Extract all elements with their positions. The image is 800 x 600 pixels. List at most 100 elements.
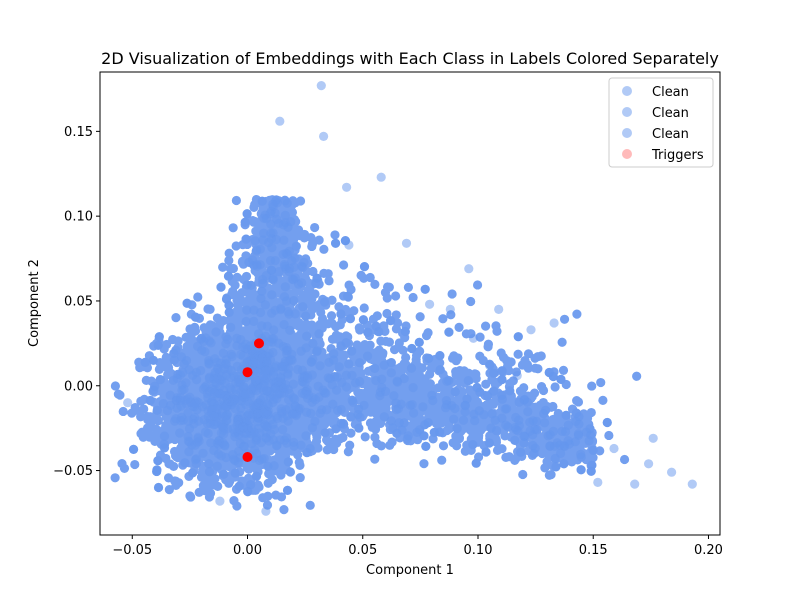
clean-point [445,304,455,314]
clean-point [386,358,396,368]
clean-point [219,364,229,374]
clean-point [225,383,235,393]
clean-point [444,327,454,337]
clean-point [555,440,565,450]
clean-point [297,388,307,398]
clean-point [311,278,321,288]
clean-point [376,172,386,182]
x-tick-label: 0.00 [233,543,262,558]
clean-point [551,462,561,472]
clean-point [648,433,658,443]
clean-point [497,374,507,385]
clean-point [196,334,206,344]
clean-point [290,309,300,319]
clean-point [171,345,181,355]
clean-point [421,441,431,451]
clean-point [472,382,482,393]
clean-point [315,361,325,371]
clean-point [316,81,326,91]
clean-point [158,399,168,409]
clean-point [280,196,290,206]
x-tick-label: −0.05 [112,543,152,558]
clean-point [301,407,312,417]
clean-point [129,444,139,454]
clean-point [570,437,580,447]
x-tick-label: 0.15 [579,543,608,558]
clean-point [379,360,389,370]
clean-point [253,416,263,427]
clean-point [190,312,201,322]
clean-point [379,412,389,422]
clean-point [183,416,193,426]
clean-point [407,400,417,410]
clean-point [177,412,187,422]
clean-point [312,346,322,356]
y-tick-label: 0.00 [64,379,93,394]
clean-point [218,348,228,358]
clean-point [291,410,301,421]
y-tick-label: 0.15 [64,125,93,140]
clean-point [204,467,215,477]
clean-point [275,116,285,126]
clean-point [342,182,352,192]
clean-point [354,404,364,414]
clean-point [188,468,198,478]
clean-point [145,395,155,406]
clean-point [462,394,472,404]
clean-point [468,440,478,450]
y-tick-label: 0.10 [64,210,93,225]
clean-point [241,316,251,327]
clean-point [200,427,211,437]
clean-point [212,461,222,471]
clean-point [511,425,521,435]
clean-point [279,320,289,330]
clean-point [123,398,133,408]
chart-title: 2D Visualization of Embeddings with Each… [101,49,719,68]
clean-point [283,370,293,380]
clean-point [191,459,201,469]
clean-point [244,257,254,267]
clean-point [198,402,208,412]
clean-point [563,436,573,446]
clean-point [328,399,338,409]
clean-point [257,353,267,363]
clean-point [276,303,286,313]
clean-point [180,458,190,468]
clean-point [192,375,202,385]
clean-point [523,407,533,417]
clean-point [250,236,260,246]
x-tick-label: 0.20 [694,543,723,558]
trigger-point [242,452,253,462]
clean-point [484,438,494,448]
clean-point [261,506,271,516]
clean-point [169,355,179,365]
clean-point [667,467,677,477]
clean-point [414,337,424,347]
clean-point [302,331,312,341]
clean-point [519,431,529,441]
clean-point [172,373,182,383]
clean-point [513,332,523,342]
clean-point [170,416,180,426]
clean-point [314,329,324,339]
clean-point [267,243,277,253]
clean-point [329,349,339,359]
clean-point [152,466,162,477]
clean-point [242,305,252,315]
clean-point [182,298,192,308]
clean-point [244,408,254,418]
clean-point [256,438,266,448]
clean-point [260,421,271,431]
clean-point [218,411,228,421]
clean-point [386,416,396,426]
clean-point [354,423,364,433]
clean-point [238,351,248,361]
clean-point [290,394,300,404]
clean-point [257,196,267,206]
clean-point [261,331,271,341]
clean-point [347,370,357,380]
clean-point [350,378,361,388]
clean-point [470,416,480,426]
clean-point [251,471,262,481]
